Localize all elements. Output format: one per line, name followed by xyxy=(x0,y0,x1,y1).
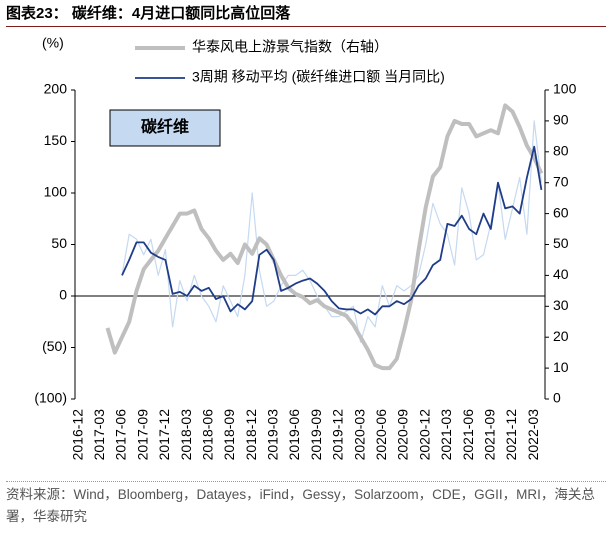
x-tick-label: 2017-06 xyxy=(113,409,129,461)
x-tick-label: 2019-12 xyxy=(330,409,346,461)
title: 图表23： 碳纤维：4月进口额同比高位回落 xyxy=(6,2,606,27)
y-tick-label: (50) xyxy=(42,338,67,354)
x-tick-label: 2020-06 xyxy=(373,409,389,461)
x-tick-label: 2019-09 xyxy=(308,409,324,461)
x-tick-label: 2019-03 xyxy=(265,409,281,461)
y-tick-label: 100 xyxy=(44,184,68,200)
y-tick-label: 150 xyxy=(44,132,68,148)
x-tick-label: 2019-06 xyxy=(286,409,302,461)
legend-label: 华泰风电上游景气指数（右轴） xyxy=(192,39,388,55)
annotation: 碳纤维 xyxy=(141,117,189,136)
y2-tick-label: 100 xyxy=(553,81,577,97)
x-tick-label: 2021-12 xyxy=(503,409,519,461)
y2-tick-label: 10 xyxy=(553,359,569,375)
x-tick-label: 2020-09 xyxy=(395,409,411,461)
x-tick-label: 2020-03 xyxy=(351,409,367,461)
y2-tick-label: 70 xyxy=(553,173,569,189)
y2-tick-label: 0 xyxy=(553,390,561,406)
y2-tick-label: 60 xyxy=(553,204,569,220)
x-tick-label: 2021-03 xyxy=(438,409,454,461)
y2-tick-label: 30 xyxy=(553,297,569,313)
y2-tick-label: 90 xyxy=(553,112,569,128)
x-tick-label: 2017-09 xyxy=(134,409,150,461)
y2-tick-label: 40 xyxy=(553,266,569,282)
series-line xyxy=(121,145,543,316)
x-tick-label: 2018-03 xyxy=(178,409,194,461)
y2-tick-label: 80 xyxy=(553,143,569,159)
y-unit: (%) xyxy=(42,35,64,51)
x-tick-label: 2016-12 xyxy=(69,409,85,461)
series-line xyxy=(105,103,544,371)
x-tick-label: 2021-06 xyxy=(460,409,476,461)
x-tick-label: 2020-12 xyxy=(416,409,432,461)
y-tick-label: 50 xyxy=(51,235,67,251)
y2-tick-label: 50 xyxy=(553,235,569,251)
x-tick-label: 2017-12 xyxy=(156,409,172,461)
x-tick-label: 2018-12 xyxy=(243,409,259,461)
series-line xyxy=(121,120,542,343)
y-tick-label: (100) xyxy=(34,390,67,406)
y-tick-label: 0 xyxy=(59,287,67,303)
x-tick-label: 2018-09 xyxy=(221,409,237,461)
y2-tick-label: 20 xyxy=(553,328,569,344)
x-tick-label: 2018-06 xyxy=(199,409,215,461)
source: 资料来源：Wind，Bloomberg，Datayes，iFind，Gessy，… xyxy=(6,481,606,528)
chart: (%) 碳纤维 (100) (50) 0 50 100 150 200 0 10 20 30 40 50… xyxy=(34,35,577,461)
x-tick-label: 2022-03 xyxy=(525,409,541,461)
y-tick-label: 200 xyxy=(44,81,68,97)
x-tick-label: 2021-09 xyxy=(481,409,497,461)
x-tick-label: 2017-03 xyxy=(91,409,107,461)
legend-label: 3周期 移动平均 (碳纤维进口额 当月同比) xyxy=(192,69,445,85)
annotation-box xyxy=(109,109,221,147)
